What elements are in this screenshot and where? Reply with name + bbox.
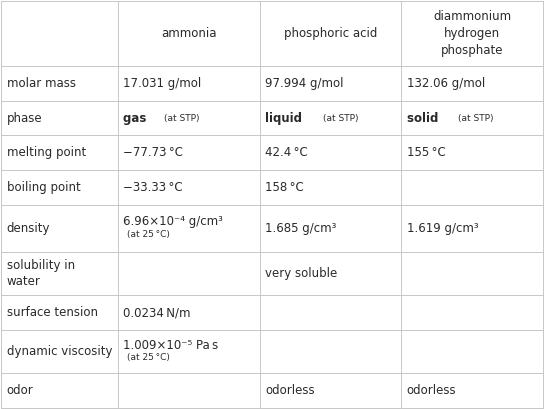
- Text: 1.619 g/cm³: 1.619 g/cm³: [407, 222, 478, 235]
- Text: phase: phase: [7, 112, 42, 125]
- Text: solubility in
water: solubility in water: [7, 259, 75, 288]
- Text: (at STP): (at STP): [164, 114, 199, 123]
- Text: −77.73 °C: −77.73 °C: [123, 146, 183, 159]
- Text: gas: gas: [123, 112, 155, 125]
- Text: 1.009×10⁻⁵ Pa s: 1.009×10⁻⁵ Pa s: [123, 339, 218, 352]
- Text: very soluble: very soluble: [265, 267, 337, 280]
- Text: 158 °C: 158 °C: [265, 181, 304, 194]
- Text: 155 °C: 155 °C: [407, 146, 446, 159]
- Text: 6.96×10⁻⁴ g/cm³: 6.96×10⁻⁴ g/cm³: [123, 215, 223, 228]
- Text: melting point: melting point: [7, 146, 86, 159]
- Text: 17.031 g/mol: 17.031 g/mol: [123, 77, 201, 90]
- Text: molar mass: molar mass: [7, 77, 76, 90]
- Text: boiling point: boiling point: [7, 181, 81, 194]
- Text: 0.0234 N/m: 0.0234 N/m: [123, 306, 190, 319]
- Text: diammonium
hydrogen
phosphate: diammonium hydrogen phosphate: [433, 10, 511, 57]
- Text: surface tension: surface tension: [7, 306, 98, 319]
- Text: dynamic viscosity: dynamic viscosity: [7, 345, 112, 358]
- Text: 42.4 °C: 42.4 °C: [265, 146, 308, 159]
- Text: 97.994 g/mol: 97.994 g/mol: [265, 77, 343, 90]
- Text: ammonia: ammonia: [161, 27, 217, 40]
- Text: (at 25 °C): (at 25 °C): [127, 353, 170, 362]
- Text: (at 25 °C): (at 25 °C): [127, 230, 170, 239]
- Text: phosphoric acid: phosphoric acid: [284, 27, 377, 40]
- Text: 1.685 g/cm³: 1.685 g/cm³: [265, 222, 336, 235]
- Text: (at STP): (at STP): [458, 114, 493, 123]
- Text: odorless: odorless: [265, 384, 314, 397]
- Text: solid: solid: [407, 112, 447, 125]
- Text: (at STP): (at STP): [323, 114, 358, 123]
- Text: odor: odor: [7, 384, 34, 397]
- Text: −33.33 °C: −33.33 °C: [123, 181, 183, 194]
- Text: odorless: odorless: [407, 384, 456, 397]
- Text: liquid: liquid: [265, 112, 310, 125]
- Text: 132.06 g/mol: 132.06 g/mol: [407, 77, 485, 90]
- Text: density: density: [7, 222, 50, 235]
